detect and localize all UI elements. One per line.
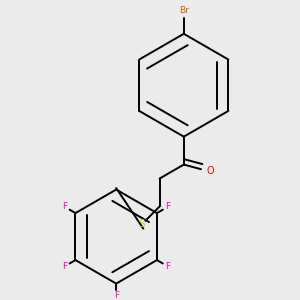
Text: F: F xyxy=(62,262,68,271)
Text: F: F xyxy=(62,202,68,211)
Text: S: S xyxy=(139,219,145,229)
Text: Br: Br xyxy=(179,6,189,15)
Text: F: F xyxy=(165,202,170,211)
Text: O: O xyxy=(207,166,214,176)
Text: F: F xyxy=(114,291,119,300)
Text: F: F xyxy=(165,262,170,271)
